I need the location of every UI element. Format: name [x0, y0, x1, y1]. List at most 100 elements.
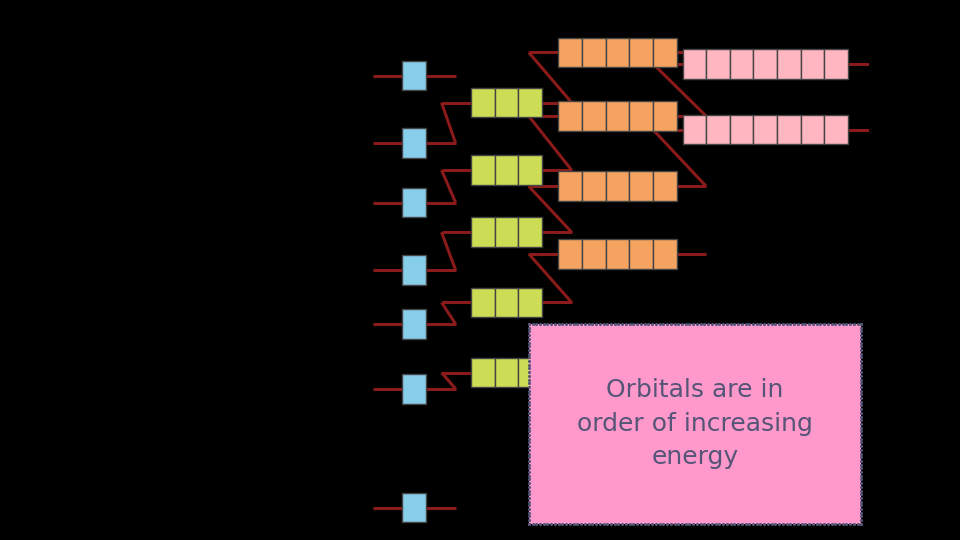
Point	[786, 519, 802, 528]
Text: f: f	[324, 123, 328, 136]
Point	[850, 320, 865, 328]
Point	[547, 320, 563, 328]
Point	[760, 519, 776, 528]
Point	[816, 320, 831, 328]
Bar	[825, 49, 848, 78]
Point	[853, 486, 869, 495]
Point	[521, 497, 537, 506]
Point	[738, 320, 754, 328]
Point	[853, 382, 869, 391]
Text: p: p	[324, 164, 332, 177]
Point	[753, 519, 768, 528]
Point	[521, 412, 537, 421]
Point	[529, 519, 544, 528]
Text: 6: 6	[311, 96, 319, 109]
Text: s: s	[324, 137, 330, 150]
Point	[674, 519, 689, 528]
Point	[547, 519, 563, 528]
Point	[853, 494, 869, 502]
Point	[853, 405, 869, 414]
Bar	[683, 114, 707, 144]
Point	[756, 519, 772, 528]
Point	[521, 320, 537, 328]
Bar	[653, 101, 677, 131]
Point	[634, 519, 649, 528]
Text: 6: 6	[311, 137, 319, 150]
Point	[521, 360, 537, 369]
Point	[742, 320, 757, 328]
Text: 1s: 1s	[407, 531, 421, 540]
Point	[853, 390, 869, 399]
Point	[521, 442, 537, 450]
Point	[521, 516, 537, 524]
Text: 5: 5	[311, 57, 319, 70]
Point	[652, 320, 667, 328]
Point	[853, 412, 869, 421]
Bar	[730, 114, 754, 144]
Point	[850, 519, 865, 528]
Text: s: s	[324, 318, 330, 330]
Point	[644, 320, 660, 328]
Point	[776, 519, 791, 528]
Text: 3d: 3d	[610, 277, 625, 291]
Point	[682, 320, 697, 328]
Point	[543, 519, 559, 528]
Point	[521, 486, 537, 495]
Bar	[529, 324, 861, 524]
Text: 7s: 7s	[407, 99, 421, 112]
Point	[559, 519, 574, 528]
Point	[727, 320, 742, 328]
Text: 2: 2	[311, 366, 319, 379]
Text: p: p	[324, 296, 332, 309]
Point	[853, 372, 869, 380]
Point	[521, 390, 537, 399]
Point	[779, 519, 794, 528]
Text: d: d	[324, 110, 332, 123]
Text: d: d	[324, 46, 332, 59]
Text: 4: 4	[311, 123, 319, 136]
Point	[573, 519, 588, 528]
Bar	[630, 37, 653, 67]
Point	[835, 320, 851, 328]
Point	[577, 519, 592, 528]
Text: 5: 5	[311, 196, 319, 209]
Point	[626, 519, 641, 528]
Bar	[402, 60, 426, 90]
Text: s: s	[324, 501, 330, 514]
Point	[569, 519, 585, 528]
Point	[847, 320, 862, 328]
Point	[521, 327, 537, 336]
Point	[656, 519, 671, 528]
Point	[749, 320, 764, 328]
Point	[521, 434, 537, 443]
Point	[521, 320, 537, 328]
Point	[772, 519, 787, 528]
Point	[853, 346, 869, 354]
Text: 4: 4	[311, 226, 319, 239]
Point	[805, 519, 821, 528]
Point	[843, 320, 858, 328]
Point	[685, 519, 701, 528]
Point	[782, 519, 798, 528]
Text: 5: 5	[311, 110, 319, 123]
Point	[853, 468, 869, 476]
Bar	[778, 49, 801, 78]
Point	[636, 519, 652, 528]
Point	[656, 320, 671, 328]
Point	[521, 431, 537, 440]
Point	[614, 519, 630, 528]
Point	[521, 471, 537, 480]
Point	[521, 464, 537, 472]
Point	[671, 320, 686, 328]
Point	[708, 519, 723, 528]
Point	[521, 438, 537, 447]
Point	[782, 320, 798, 328]
Point	[569, 320, 585, 328]
Point	[820, 320, 835, 328]
Point	[853, 482, 869, 491]
Point	[745, 320, 760, 328]
Point	[577, 320, 592, 328]
Point	[809, 519, 825, 528]
Point	[551, 320, 566, 328]
Bar	[559, 239, 582, 268]
